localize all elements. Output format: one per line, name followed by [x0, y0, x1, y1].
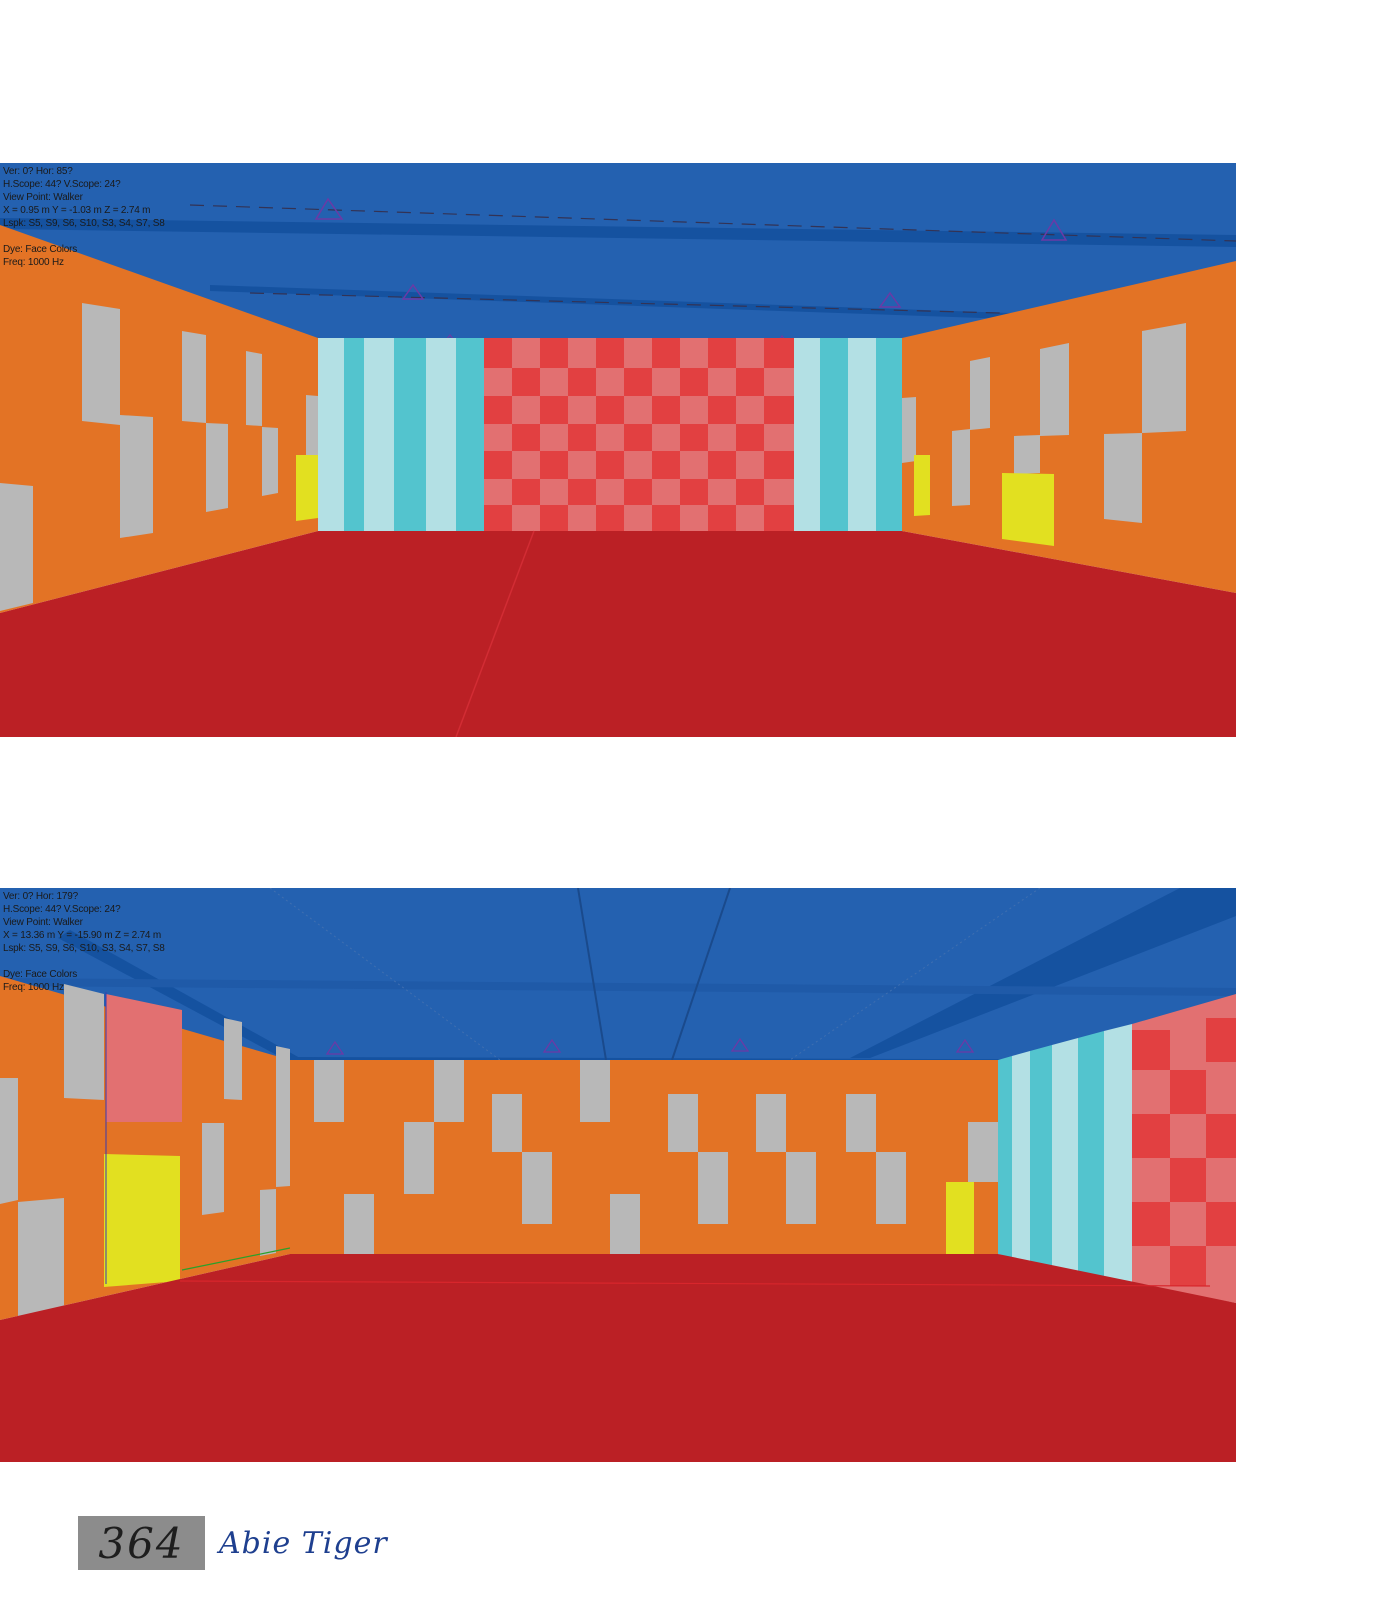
ceiling-line [789, 888, 1041, 1061]
speaker-marker-icon [314, 197, 344, 220]
axis-line [181, 1247, 291, 1271]
hud-view-point: View Point: Walker [3, 917, 83, 928]
hud-scope: H.Scope: 44? V.Scope: 24? [3, 904, 121, 915]
right-wall-door [1002, 473, 1054, 546]
speaker-marker-icon [325, 1040, 345, 1055]
ceiling-dashed-line [249, 292, 1001, 314]
page-footer: 364 Abie Tiger [78, 1516, 388, 1570]
hud-scope: H.Scope: 44? V.Scope: 24? [3, 179, 121, 190]
speaker-marker-icon [542, 1038, 562, 1053]
ceiling-beam [0, 218, 1236, 247]
right-wall-stripes [998, 1024, 1132, 1284]
hud-coordinates: X = 0.95 m Y = -1.03 m Z = 2.74 m [3, 205, 151, 216]
front-wall-panels [314, 1060, 998, 1254]
floor-seam-line [455, 530, 535, 737]
view-info-overlay: Ver: 0? Hor: 85? H.Scope: 44? V.Scope: 2… [3, 165, 165, 269]
speaker-marker-icon [730, 1037, 750, 1052]
left-wall-door [296, 455, 318, 521]
hud-frequency: Freq: 1000 Hz [3, 982, 64, 993]
hud-view-point: View Point: Walker [3, 192, 83, 203]
axis-line [179, 1280, 1211, 1287]
ceiling-beam [0, 978, 1236, 996]
right-wall-checkerboard [1132, 994, 1236, 1303]
ceiling-line [671, 888, 731, 1061]
right-wall-panels [902, 323, 1186, 523]
hud-dye: Dye: Face Colors [3, 969, 78, 980]
speaker-marker-icon [955, 1038, 975, 1053]
left-wall-panels [0, 303, 318, 611]
front-wall-door [946, 1182, 974, 1254]
page-number: 364 [78, 1516, 205, 1570]
room-render-view-2: Ver: 0? Hor: 179? H.Scope: 44? V.Scope: … [0, 888, 1236, 1462]
front-wall-stripes-right [794, 338, 902, 531]
view-info-overlay: Ver: 0? Hor: 179? H.Scope: 44? V.Scope: … [3, 890, 165, 994]
floor [0, 531, 1236, 737]
ceiling-line [577, 888, 607, 1061]
speaker-marker-icon [1040, 218, 1068, 241]
left-wall-door [104, 1154, 180, 1287]
hud-dye: Dye: Face Colors [3, 244, 78, 255]
hud-coordinates: X = 13.36 m Y = -15.90 m Z = 2.74 m [3, 930, 162, 941]
hud-loudspeakers: Lspk: S5, S9, S6, S10, S3, S4, S7, S8 [3, 943, 165, 954]
ceiling-beam [210, 285, 1010, 319]
room-render-view-1: Ver: 0? Hor: 85? H.Scope: 44? V.Scope: 2… [0, 163, 1236, 737]
room-scene-2 [0, 888, 1236, 1462]
author-name: Abie Tiger [219, 1525, 388, 1561]
left-wall-pink-panel [106, 994, 182, 1122]
ceiling-dashed-line [189, 204, 1236, 242]
ceiling-beam [850, 888, 1236, 1058]
front-wall-checkerboard [484, 338, 794, 531]
front-wall-stripes-left [318, 338, 484, 531]
speaker-marker-icon [401, 283, 425, 300]
hud-orientation: Ver: 0? Hor: 85? [3, 166, 73, 177]
hud-orientation: Ver: 0? Hor: 179? [3, 891, 78, 902]
left-side-wall [0, 225, 318, 613]
floor [0, 1254, 1236, 1462]
left-wall-panels [0, 984, 290, 1318]
hud-loudspeakers: Lspk: S5, S9, S6, S10, S3, S4, S7, S8 [3, 218, 165, 229]
right-wall-door [914, 455, 930, 516]
hud-frequency: Freq: 1000 Hz [3, 257, 64, 268]
room-scene-1 [0, 163, 1236, 737]
speaker-marker-icon [878, 291, 902, 308]
